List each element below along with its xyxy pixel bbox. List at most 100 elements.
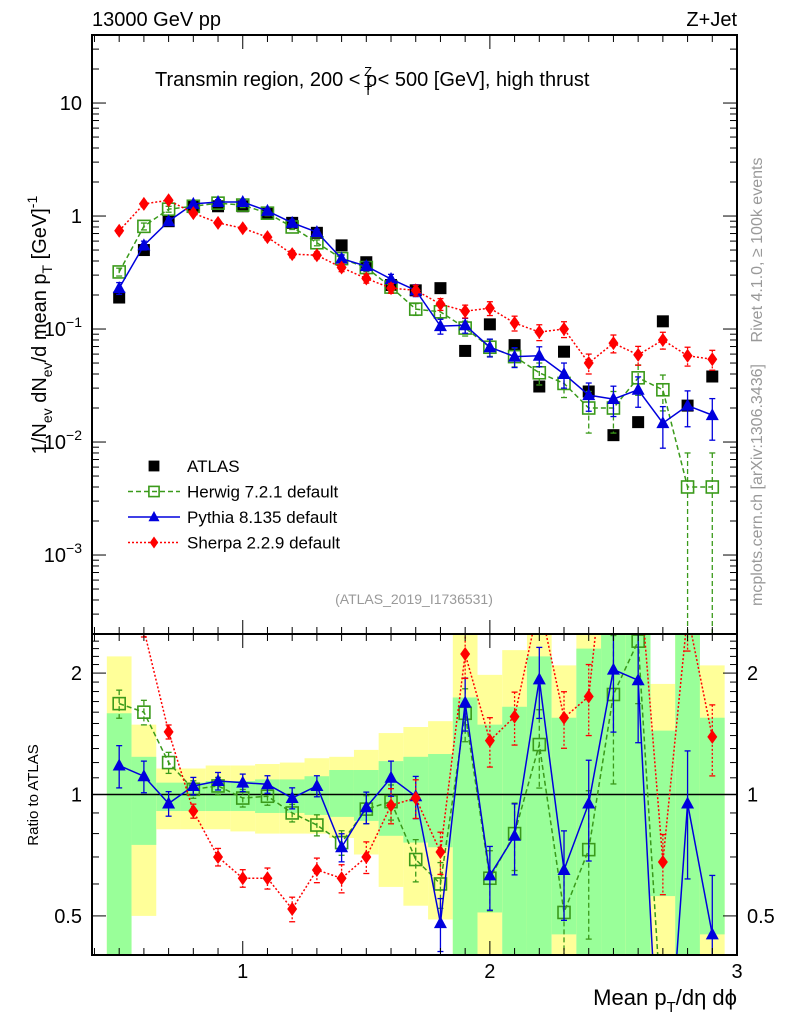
data-point (657, 332, 668, 347)
data-point (188, 206, 199, 221)
axes: 1 2 3 10 1 10−1 10−2 10−3 2 2 1 1 0.5 0.5 (44, 34, 775, 983)
ratio-point (484, 733, 495, 748)
data-point (656, 416, 670, 429)
data-point (682, 348, 693, 363)
analysis-watermark: (ATLAS_2019_I1736531) (335, 591, 493, 607)
ratio-point (162, 796, 176, 809)
data-point (557, 366, 571, 379)
data-point (706, 370, 719, 383)
data-point (582, 388, 596, 401)
ratio-point (681, 796, 695, 809)
data-point (483, 318, 496, 331)
data-point (386, 281, 397, 296)
ratio-series (112, 634, 719, 955)
data-point (262, 230, 273, 245)
data-point (608, 336, 619, 351)
ratio-point (311, 862, 322, 877)
data-point (285, 215, 299, 228)
data-point (509, 316, 520, 331)
data-point (607, 429, 620, 442)
ratio-point (435, 845, 446, 860)
ratio-point (509, 709, 520, 724)
data-point (410, 283, 421, 298)
ratio-y-axis-label: Ratio to ATLAS (25, 744, 42, 845)
data-point (287, 247, 298, 262)
legend-label: Pythia 8.135 default (187, 508, 338, 527)
ratio-point (559, 710, 570, 725)
data-point (163, 193, 174, 208)
data-point (460, 304, 471, 319)
ratio-point (386, 798, 397, 813)
ratio-point (186, 778, 200, 791)
ratio-y-tick-label-right: 2 (747, 663, 758, 685)
ratio-point (213, 849, 224, 864)
legend-marker (148, 485, 160, 498)
data-point (656, 315, 669, 328)
ratio-point (262, 871, 273, 886)
data-point (137, 219, 151, 234)
ratio-point (112, 696, 126, 711)
x-tick-label: 2 (484, 961, 495, 983)
ratio-point (384, 770, 398, 783)
ratio-y-tick-label: 2 (71, 663, 82, 685)
ratio-point (582, 796, 596, 809)
data-point (359, 259, 373, 272)
ratio-y-tick-label: 1 (71, 785, 82, 807)
data-point (633, 347, 644, 362)
ratio-point (408, 852, 423, 867)
series-atlas (113, 200, 719, 442)
data-point (310, 225, 324, 238)
data-point (705, 480, 720, 494)
y-tick-label: 10 (60, 93, 82, 115)
ratio-point (112, 758, 126, 771)
data-point (260, 203, 274, 216)
ratio-point (163, 724, 174, 739)
data-point (112, 265, 126, 279)
data-point (484, 301, 495, 316)
data-point (361, 271, 372, 286)
data-point (112, 281, 126, 294)
data-point (311, 248, 322, 263)
data-point (458, 318, 472, 331)
legend-item: ATLAS (148, 457, 240, 476)
ratio-point (260, 777, 274, 790)
data-point (186, 196, 200, 209)
data-point (433, 319, 447, 332)
data-point (559, 322, 570, 337)
data-point (335, 239, 348, 252)
data-point (211, 195, 225, 208)
legend-item: Herwig 7.2.1 default (128, 483, 338, 502)
ratio-point (460, 647, 471, 662)
mcplots-label: mcplots.cern.ch [arXiv:1306.3436] (749, 364, 766, 606)
data-point (707, 352, 718, 367)
data-point (237, 221, 248, 236)
ratio-point (657, 855, 668, 870)
ratio-point (508, 828, 522, 841)
main-title: Transmin region, 200 < pZ T < 500 [GeV], … (155, 64, 590, 98)
data-point (435, 297, 446, 312)
series-herwig (112, 196, 720, 635)
data-point (606, 392, 620, 405)
data-point (137, 238, 151, 251)
series-pythia (112, 195, 719, 449)
ratio-point (705, 927, 719, 940)
data-point (680, 480, 695, 494)
ratio-point (707, 729, 718, 744)
data-point (138, 196, 149, 211)
ratio-point (532, 672, 546, 685)
series-sherpa (114, 193, 718, 375)
ratio-series-sherpa (140, 634, 718, 923)
ratio-point (310, 818, 324, 832)
data-point (336, 260, 347, 275)
data-point (558, 345, 571, 358)
ratio-point (161, 755, 176, 770)
data-point (408, 302, 423, 316)
legend-marker (148, 511, 160, 522)
data-point (236, 195, 250, 208)
data-point (632, 416, 645, 429)
y-tick-label: 10−2 (44, 427, 82, 454)
legend-label: Herwig 7.2.1 default (187, 483, 338, 502)
ratio-point (631, 673, 645, 686)
ratio-point (361, 849, 372, 864)
ratio-y-tick-label-right: 0.5 (747, 906, 775, 928)
